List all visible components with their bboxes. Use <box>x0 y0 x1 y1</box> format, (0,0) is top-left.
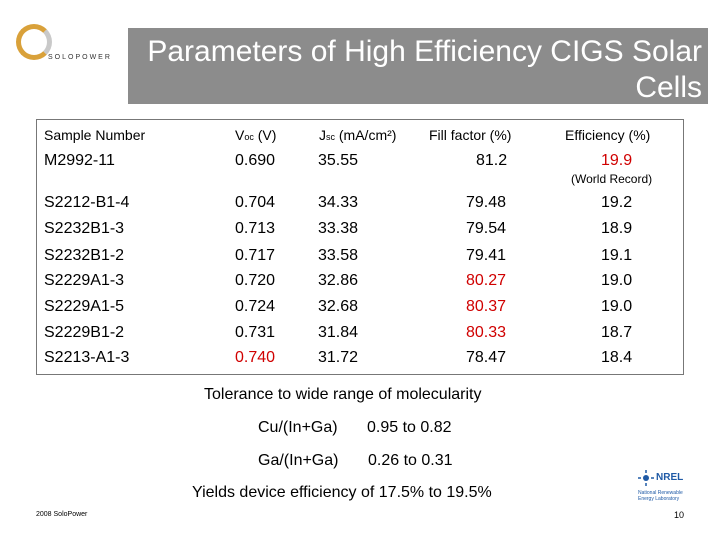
cell-eff: 19.0 <box>601 272 633 289</box>
nrel-full-name: National Renewable Energy Laboratory <box>638 490 683 502</box>
table-row: S2229A1-5 0.724 32.68 80.37 19.0 <box>37 298 683 322</box>
cell-ff-highlight: 80.27 <box>466 272 507 289</box>
cell-jsc: 31.72 <box>318 349 359 366</box>
cell-eff: 18.7 <box>601 324 633 341</box>
table-row: S2213-A1-3 0.740 31.72 78.47 18.4 <box>37 349 683 373</box>
cell-jsc: 32.68 <box>318 298 359 315</box>
cell-voc: 0.690 <box>235 152 276 169</box>
cell-ff-highlight: 80.37 <box>466 298 507 315</box>
header-sample: Sample Number <box>44 127 146 143</box>
cu-ratio-label: Cu/(In+Ga) <box>258 419 338 436</box>
cell-voc: 0.731 <box>235 324 276 341</box>
cell-eff: 18.9 <box>601 220 633 237</box>
cell-sample: S2229B1-2 <box>44 324 125 341</box>
cell-jsc: 33.38 <box>318 220 359 237</box>
cell-sample: S2232B1-2 <box>44 247 125 264</box>
solopower-logo: SOLOPOWER <box>0 16 128 94</box>
cell-ff: 79.54 <box>466 220 507 237</box>
cell-voc: 0.720 <box>235 272 276 289</box>
logo-ring-icon <box>16 24 52 60</box>
header-jsc-main: J <box>319 127 326 143</box>
cell-jsc: 33.58 <box>318 247 359 264</box>
cell-sample: S2232B1-3 <box>44 220 125 237</box>
logo-text: SOLOPOWER <box>48 54 112 61</box>
cell-eff: 19.0 <box>601 298 633 315</box>
cell-eff: 19.1 <box>601 247 633 264</box>
header-voc-sub: oc <box>244 132 254 142</box>
nrel-sun-icon <box>638 470 654 486</box>
cell-sample: S2212-B1-4 <box>44 194 130 211</box>
cell-voc: 0.713 <box>235 220 276 237</box>
header-voc-main: V <box>235 127 245 143</box>
nrel-name: NREL <box>656 472 684 483</box>
table-row: S2232B1-2 0.717 33.58 79.41 19.1 <box>37 247 683 271</box>
cell-eff: 18.4 <box>601 349 633 366</box>
copyright-text: 2008 SoloPower <box>36 511 88 518</box>
cell-eff: 19.2 <box>601 194 633 211</box>
cell-ff: 78.47 <box>466 349 507 366</box>
cell-voc: 0.724 <box>235 298 276 315</box>
header-voc-unit: (V) <box>253 127 277 143</box>
tolerance-note: Tolerance to wide range of molecularity <box>204 386 482 403</box>
ga-ratio-label: Ga/(In+Ga) <box>258 452 339 469</box>
header-efficiency: Efficiency (%) <box>565 127 651 143</box>
header-jsc: Jsc (mA/cm²) <box>319 127 396 143</box>
cell-jsc: 35.55 <box>318 152 359 169</box>
cell-jsc: 32.86 <box>318 272 359 289</box>
header-jsc-sub: sc <box>326 132 335 142</box>
page-number: 10 <box>674 510 685 520</box>
nrel-logo: NREL National Renewable Energy Laborator… <box>638 470 684 512</box>
cell-sample: S2229A1-5 <box>44 298 125 315</box>
header-jsc-unit: (mA/cm²) <box>335 127 397 143</box>
cell-sample: M2992-11 <box>44 152 115 169</box>
cell-ff: 79.41 <box>466 247 507 264</box>
yields-note: Yields device efficiency of 17.5% to 19.… <box>192 484 492 501</box>
cell-jsc: 34.33 <box>318 194 359 211</box>
cell-voc: 0.717 <box>235 247 276 264</box>
table-row: S2232B1-3 0.713 33.38 79.54 18.9 <box>37 220 683 244</box>
title-bar: Parameters of High Efficiency CIGS Solar… <box>128 28 708 104</box>
table-row: S2212-B1-4 0.704 34.33 79.48 19.2 <box>37 194 683 218</box>
table-row: S2229B1-2 0.731 31.84 80.33 18.7 <box>37 324 683 348</box>
slide-title: Parameters of High Efficiency CIGS Solar… <box>147 35 702 104</box>
cell-ff-highlight: 80.33 <box>466 324 507 341</box>
cu-ratio-range: 0.95 to 0.82 <box>367 419 452 436</box>
cell-voc-highlight: 0.740 <box>235 349 276 366</box>
cell-ff: 81.2 <box>476 152 508 169</box>
cell-sample: S2229A1-3 <box>44 272 125 289</box>
cell-ff: 79.48 <box>466 194 507 211</box>
cell-voc: 0.704 <box>235 194 276 211</box>
table-row: M2992-11 0.690 35.55 81.2 19.9 <box>37 152 683 176</box>
ga-ratio-range: 0.26 to 0.31 <box>368 452 453 469</box>
parameters-table: Sample Number Voc (V) Jsc (mA/cm²) Fill … <box>36 119 684 375</box>
header-fill-factor: Fill factor (%) <box>429 127 512 143</box>
header-voc: Voc (V) <box>235 127 276 143</box>
world-record-note: (World Record) <box>571 172 653 186</box>
cell-jsc: 31.84 <box>318 324 359 341</box>
table-row: S2229A1-3 0.720 32.86 80.27 19.0 <box>37 272 683 296</box>
cell-sample: S2213-A1-3 <box>44 349 130 366</box>
cell-eff-record: 19.9 <box>601 152 633 169</box>
